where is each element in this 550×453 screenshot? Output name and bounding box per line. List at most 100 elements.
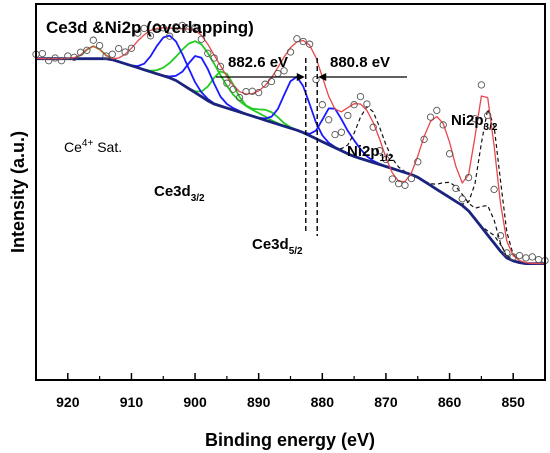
data-point [229,85,237,93]
y-axis-label: Intensity (a.u.) [8,131,28,253]
x-tick-label: 850 [502,394,526,410]
data-point [496,232,505,240]
ann-ni2p-32-sub: 3/2 [484,122,498,133]
x-tick-label: 920 [56,394,80,410]
component-ni-10 [36,58,545,265]
data-point [433,106,441,115]
ann-sat: Ce4+ Sat. [64,138,122,155]
data-point [305,40,314,48]
data-point [121,48,129,56]
chart-title: Ce3d &Ni2p (overlapping) [46,18,254,37]
data-point [471,115,479,123]
data-point [267,77,276,86]
ann-ce3d-52-base: Ce3d [252,236,289,253]
component-sat-5 [36,57,545,265]
data-point [286,48,295,56]
data-point [127,44,136,52]
component-ni-11 [36,58,545,265]
data-point [89,36,97,44]
ann-ni2p-12-sub: 1/2 [380,153,394,164]
data-point [534,255,543,264]
data-point [140,24,148,33]
x-tick-label: 860 [438,394,462,410]
data-point [426,113,435,121]
x-tick-label: 880 [311,394,335,410]
data-point [293,35,301,43]
data-point [165,32,174,40]
data-point [344,111,352,120]
x-tick-label: 900 [183,394,207,410]
ann-ni2p-12: Ni2p1/2 [347,143,394,164]
data-point [337,128,346,136]
data-point [477,81,486,89]
data-point [331,130,339,139]
data-point [299,37,307,46]
data-point [445,150,454,158]
data-point [388,175,396,183]
x-tick-label: 910 [120,394,144,410]
x-axis-label: Binding energy (eV) [205,430,375,450]
data-point [261,80,269,88]
data-point [503,249,511,257]
data-point [356,92,365,101]
ann-ce3d-52-sub: 5/2 [289,246,303,257]
arrow-882-head [296,73,305,81]
x-tick-label: 870 [374,394,398,410]
ann-ce3d-32-sub: 3/2 [191,193,205,204]
ann-ni2p-32: Ni2p3/2 [451,112,498,133]
data-point [414,158,422,166]
x-tick-label: 890 [247,394,271,410]
data-point [216,62,225,71]
data-point [235,93,244,102]
data-point [255,88,263,97]
data-point [458,195,466,203]
ann-sat-base: Ce [64,139,82,155]
data-point [38,49,47,58]
data-point [528,253,536,261]
data-point [146,32,155,40]
data-point [274,69,282,78]
ann-ni2p-12-base: Ni2p [347,143,380,160]
data-point [45,57,53,65]
data-point [325,116,333,124]
data-point [95,41,104,50]
data-point [490,185,498,194]
data-point [312,75,320,84]
ann-ce3d-32-base: Ce3d [154,183,191,200]
component-ni-12 [36,58,545,265]
ann-ce3d-52: Ce3d5/2 [252,236,303,257]
data-point [70,53,78,61]
data-point [115,44,123,53]
data-point [464,173,473,182]
ann-ce3d-32: Ce3d3/2 [154,183,205,204]
component-ce-9 [36,57,545,265]
data-point [452,184,460,193]
ann-sat-sup: 4+ [82,138,94,149]
data-point [484,111,492,120]
data-point [401,181,409,189]
background-line [36,57,545,266]
ann-sat-suffix: Sat. [93,139,122,155]
series-layer [32,21,549,266]
data-point [407,174,416,183]
component-ni-13 [36,58,545,265]
peak-marker-layer [216,58,407,236]
data-point [134,29,142,37]
data-point [108,50,116,58]
data-point [363,100,371,108]
data-point [83,46,91,54]
data-point [375,147,384,155]
component-ce-8 [36,57,545,265]
data-point [439,121,447,129]
arrow-880-head [318,73,327,81]
data-point [191,23,199,32]
data-point [350,101,358,109]
data-point [522,254,530,262]
ann-882-label: 882.6 eV [228,54,288,71]
data-point [382,155,390,164]
data-point [57,57,66,65]
data-point [369,123,377,131]
data-point [51,54,59,62]
data-point [159,24,167,32]
